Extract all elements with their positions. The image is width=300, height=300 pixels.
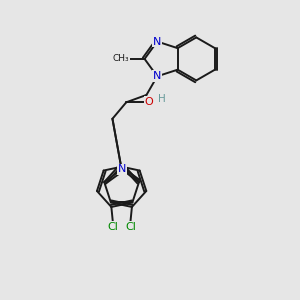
- Text: N: N: [117, 164, 126, 174]
- Text: CH₃: CH₃: [112, 54, 129, 63]
- Text: N: N: [153, 37, 161, 46]
- Text: N: N: [153, 71, 161, 81]
- Text: Cl: Cl: [125, 222, 136, 232]
- Text: Cl: Cl: [107, 222, 118, 232]
- Text: N: N: [117, 164, 126, 174]
- Text: O: O: [145, 97, 154, 107]
- Text: H: H: [158, 94, 166, 104]
